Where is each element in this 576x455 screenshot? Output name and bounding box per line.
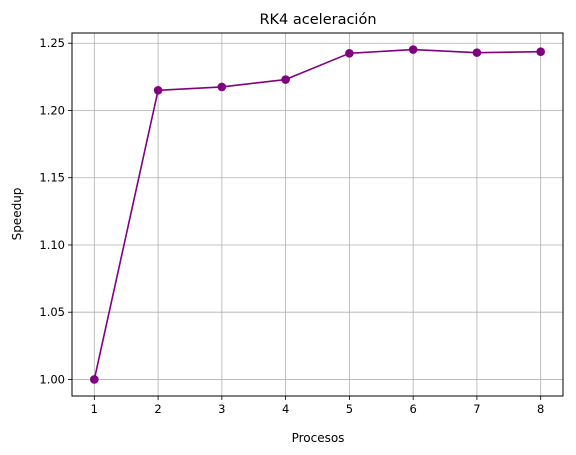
y-tick-label: 1.15 xyxy=(39,171,65,185)
x-tick-label: 3 xyxy=(218,402,225,416)
series-marker-layer xyxy=(90,45,545,384)
x-tick-label: 1 xyxy=(91,402,98,416)
data-point xyxy=(536,47,545,56)
x-axis-label: Procesos xyxy=(292,431,345,445)
data-point xyxy=(217,82,227,92)
data-point xyxy=(281,75,290,84)
data-point xyxy=(345,49,354,58)
chart-title: RK4 aceleración xyxy=(259,12,376,28)
data-point xyxy=(90,375,99,384)
data-point xyxy=(408,45,418,54)
y-tick-label: 1.20 xyxy=(39,103,65,117)
x-tick-label: 8 xyxy=(537,402,544,416)
x-tick-label: 2 xyxy=(154,402,161,416)
series-line xyxy=(93,48,541,380)
series-line-layer xyxy=(93,48,541,380)
y-tick-label: 1.00 xyxy=(39,372,65,386)
x-tick-label: 7 xyxy=(473,402,480,416)
data-point xyxy=(472,48,482,57)
y-axis-label: Speedup xyxy=(10,188,24,241)
y-tick-label: 1.10 xyxy=(39,238,65,252)
x-tick-label: 5 xyxy=(346,402,353,416)
plot-frame xyxy=(71,32,564,397)
data-point xyxy=(153,85,163,95)
y-tick-label: 1.25 xyxy=(39,36,65,50)
ticks: 1 2 3 4 5 6 7 8 1.00 1.05 1.10 1.15 1.20 1.25 xyxy=(39,36,544,416)
y-tick-label: 1.05 xyxy=(39,305,65,319)
grid xyxy=(72,33,563,396)
x-tick-label: 4 xyxy=(282,402,289,416)
x-tick-label: 6 xyxy=(409,402,416,416)
